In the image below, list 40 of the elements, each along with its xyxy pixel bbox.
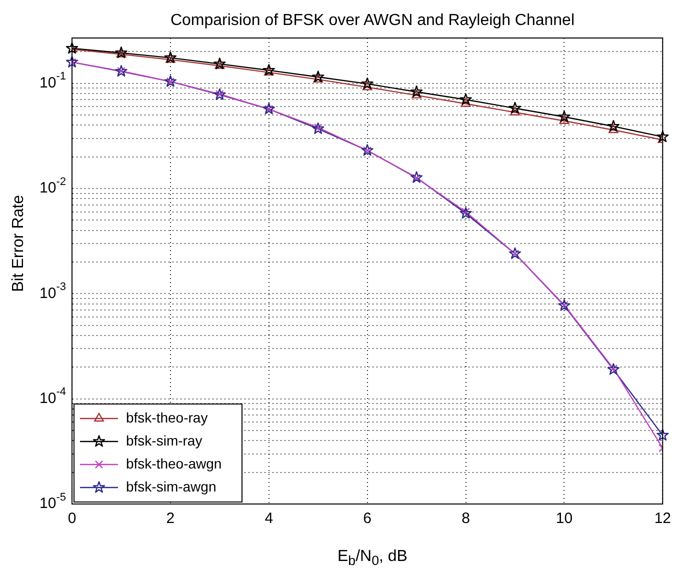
point — [262, 64, 275, 76]
point — [361, 77, 374, 90]
point — [460, 93, 472, 105]
point — [558, 110, 570, 122]
point — [559, 115, 570, 124]
point — [214, 60, 225, 69]
x-axis-title: E$_{b}$/N$_{0}$, dB — [336, 548, 408, 568]
x-tick-label: 12 — [654, 510, 671, 528]
point — [312, 122, 324, 134]
legend-label: bfsk-sim-awgn — [126, 478, 216, 494]
point — [460, 207, 472, 219]
point — [508, 102, 522, 114]
point — [510, 106, 520, 116]
point — [66, 56, 78, 68]
x-tick-label: 8 — [462, 510, 470, 528]
point — [313, 74, 324, 83]
x-tick-label: 6 — [363, 510, 372, 528]
point — [656, 428, 669, 441]
point — [608, 124, 618, 134]
point — [656, 130, 669, 142]
point — [264, 66, 274, 76]
legend-label: bfsk-theo-awgn — [126, 455, 222, 472]
point — [312, 70, 324, 82]
legend-label: bfsk-theo-ray — [126, 409, 208, 426]
point — [410, 171, 423, 183]
x-tick-label: 2 — [166, 510, 175, 528]
point — [362, 82, 372, 90]
point — [607, 120, 620, 132]
chart-title: Comparision of BFSK over AWGN and Rayleigh Channel — [169, 12, 576, 30]
point — [66, 42, 78, 54]
point — [412, 90, 422, 98]
x-tick-label: 10 — [556, 510, 573, 528]
x-tick-label: 0 — [68, 510, 76, 528]
point — [460, 98, 471, 107]
legend-label: bfsk-sim-ray — [126, 432, 202, 448]
x-tick-label: 4 — [264, 510, 274, 528]
point — [410, 86, 423, 98]
point — [166, 54, 176, 63]
y-axis-title: Bit Error Rate — [10, 194, 28, 292]
point — [508, 247, 522, 259]
